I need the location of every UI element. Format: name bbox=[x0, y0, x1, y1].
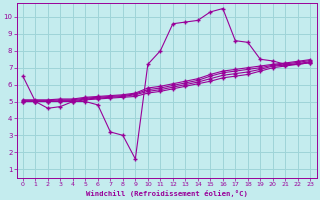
X-axis label: Windchill (Refroidissement éolien,°C): Windchill (Refroidissement éolien,°C) bbox=[86, 190, 248, 197]
